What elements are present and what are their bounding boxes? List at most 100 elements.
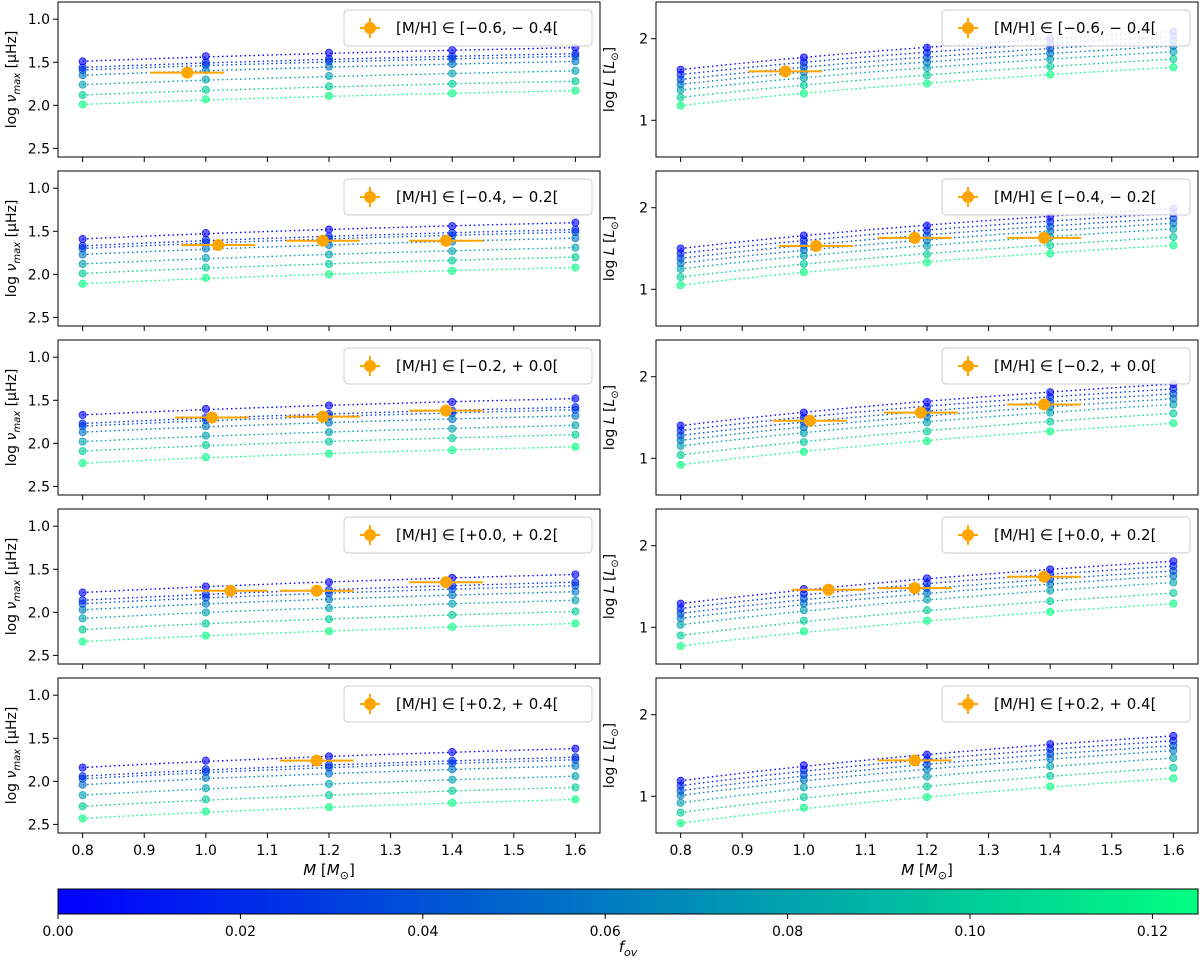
model-series xyxy=(676,384,1178,435)
model-point xyxy=(571,77,580,86)
model-point xyxy=(571,596,580,605)
model-point xyxy=(571,795,580,804)
y-tick-label: 1.5 xyxy=(28,731,50,747)
observation-point xyxy=(440,404,453,417)
model-track-line xyxy=(82,228,576,247)
observation-point xyxy=(205,411,218,424)
model-point xyxy=(571,403,580,412)
observation xyxy=(1007,231,1081,244)
model-point xyxy=(448,756,457,765)
x-tick-label: 1.5 xyxy=(1101,843,1123,859)
y-tick-label: 2.5 xyxy=(28,817,50,833)
model-point xyxy=(201,765,210,774)
model-point xyxy=(571,225,580,234)
model-point xyxy=(571,607,580,616)
observation xyxy=(279,584,354,597)
observation-point xyxy=(779,65,792,78)
model-point xyxy=(448,775,457,784)
model-series xyxy=(78,430,580,456)
model-point xyxy=(1169,233,1178,242)
model-point xyxy=(201,85,210,94)
observation xyxy=(791,583,866,596)
model-point xyxy=(324,627,333,636)
model-point xyxy=(324,225,333,234)
observation xyxy=(877,754,952,767)
model-point xyxy=(78,241,87,250)
model-point xyxy=(799,231,808,240)
model-point xyxy=(799,793,808,802)
model-series xyxy=(78,442,580,468)
model-point xyxy=(1046,597,1055,606)
model-track-line xyxy=(82,591,576,611)
y-axis-label: log νmax [μHz] xyxy=(4,200,23,298)
y-axis-label: log νmax [μHz] xyxy=(4,31,23,129)
colorbar-ticks: 0.00 0.02 0.04 0.06 0.08 0.10 0.12 xyxy=(42,914,1168,940)
plot-frame xyxy=(655,677,1199,834)
model-point xyxy=(799,761,808,770)
model-point xyxy=(923,437,932,446)
plot-frame xyxy=(57,508,601,665)
legend-box xyxy=(343,178,593,216)
y-tick-label: 2.0 xyxy=(28,774,50,790)
model-series xyxy=(78,761,580,789)
colorbar-tick-label: 0.10 xyxy=(954,924,985,940)
model-point xyxy=(201,228,210,237)
colorbar-tick-label: 0.06 xyxy=(590,924,621,940)
y-tick-label: 2.0 xyxy=(28,436,50,452)
model-track-line xyxy=(82,775,576,796)
model-point xyxy=(78,637,87,646)
model-track-line xyxy=(82,573,576,594)
observation xyxy=(409,404,483,417)
y-tick-label: 2 xyxy=(639,708,648,724)
model-point xyxy=(923,616,932,625)
model-point xyxy=(1046,607,1055,616)
panel-logL-4: 1 2 [M/H] ∈ [+0.0, + 0.2[log L [L⊙] xyxy=(602,508,1199,669)
model-track-line xyxy=(82,409,576,427)
x-tick-label: 1.4 xyxy=(441,843,463,859)
model-point xyxy=(1169,599,1178,608)
legend-marker xyxy=(962,191,974,203)
legend-marker xyxy=(364,22,376,34)
model-point xyxy=(923,782,932,791)
panel-logL-1: 1 2 [M/H] ∈ [−0.6, − 0.4[log L [L⊙] xyxy=(602,1,1199,162)
model-point xyxy=(78,772,87,781)
model-series xyxy=(676,578,1178,629)
y-axis-label: log νmax [μHz] xyxy=(4,538,23,636)
model-point xyxy=(571,442,580,451)
model-track-line xyxy=(82,415,576,433)
model-series xyxy=(676,589,1178,640)
model-point xyxy=(571,772,580,781)
model-point xyxy=(201,273,210,282)
model-point xyxy=(78,437,87,446)
model-point xyxy=(1046,771,1055,780)
model-point xyxy=(324,449,333,458)
y-tick-label: 2 xyxy=(639,32,648,48)
plot-frame xyxy=(655,1,1199,158)
observation xyxy=(1007,570,1081,583)
model-point xyxy=(78,100,87,109)
legend-marker xyxy=(962,529,974,541)
y-tick-label: 1 xyxy=(639,789,648,805)
legend-box xyxy=(343,9,593,47)
model-point xyxy=(78,596,87,605)
y-tick-label: 2.0 xyxy=(28,98,50,114)
model-series xyxy=(78,596,580,623)
legend-label: [M/H] ∈ [+0.0, + 0.2[ xyxy=(994,526,1156,544)
model-point xyxy=(78,625,87,634)
model-point xyxy=(676,421,685,430)
model-series xyxy=(676,233,1178,282)
observation-point xyxy=(440,576,453,589)
model-track-line xyxy=(82,798,576,820)
model-point xyxy=(201,95,210,104)
model-track-line xyxy=(82,584,576,605)
y-axis-label: log L [L⊙] xyxy=(602,385,621,450)
x-tick-label: 1.0 xyxy=(195,843,217,859)
model-point xyxy=(201,795,210,804)
x-axis-label: M [M⊙] xyxy=(303,861,355,882)
observation xyxy=(409,576,483,589)
model-point xyxy=(923,43,932,52)
model-point xyxy=(923,221,932,230)
model-series xyxy=(78,783,580,811)
model-point xyxy=(201,75,210,84)
model-track-line xyxy=(82,266,576,285)
